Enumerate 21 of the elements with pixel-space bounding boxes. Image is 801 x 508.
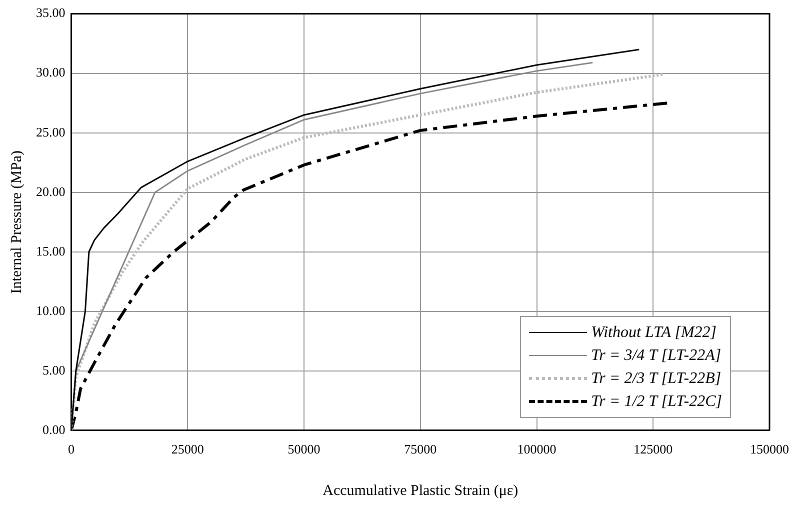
x-tick-label: 150000 (750, 442, 789, 457)
legend-label: Tr = 2/3 T [LT-22B] (591, 370, 722, 388)
x-tick-label: 0 (68, 442, 74, 457)
y-axis-title: Internal Pressure (MPa) (8, 150, 25, 294)
y-tick-label: 30.00 (36, 64, 66, 80)
x-tick-label: 100000 (517, 442, 556, 457)
legend-label: Tr = 3/4 T [LT-22A] (591, 346, 722, 364)
x-tick-label: 125000 (634, 442, 673, 457)
y-tick-label: 10.00 (36, 302, 66, 318)
x-tick-label: 50000 (288, 442, 320, 457)
x-tick-label: 75000 (404, 442, 437, 457)
y-tick-label: 20.00 (36, 184, 66, 199)
y-tick-label: 0.00 (42, 422, 66, 437)
x-tick-label: 25000 (171, 442, 204, 457)
y-tick-label: 15.00 (36, 243, 66, 258)
y-tick-label: 25.00 (36, 124, 66, 140)
x-axis-title: Accumulative Plastic Strain (με) (322, 482, 518, 499)
y-tick-label: 35.00 (36, 5, 66, 20)
legend-label: Tr = 1/2 T [LT-22C] (591, 392, 722, 410)
y-tick-label: 5.00 (42, 362, 66, 378)
legend-label: Without LTA [M22] (591, 324, 716, 342)
